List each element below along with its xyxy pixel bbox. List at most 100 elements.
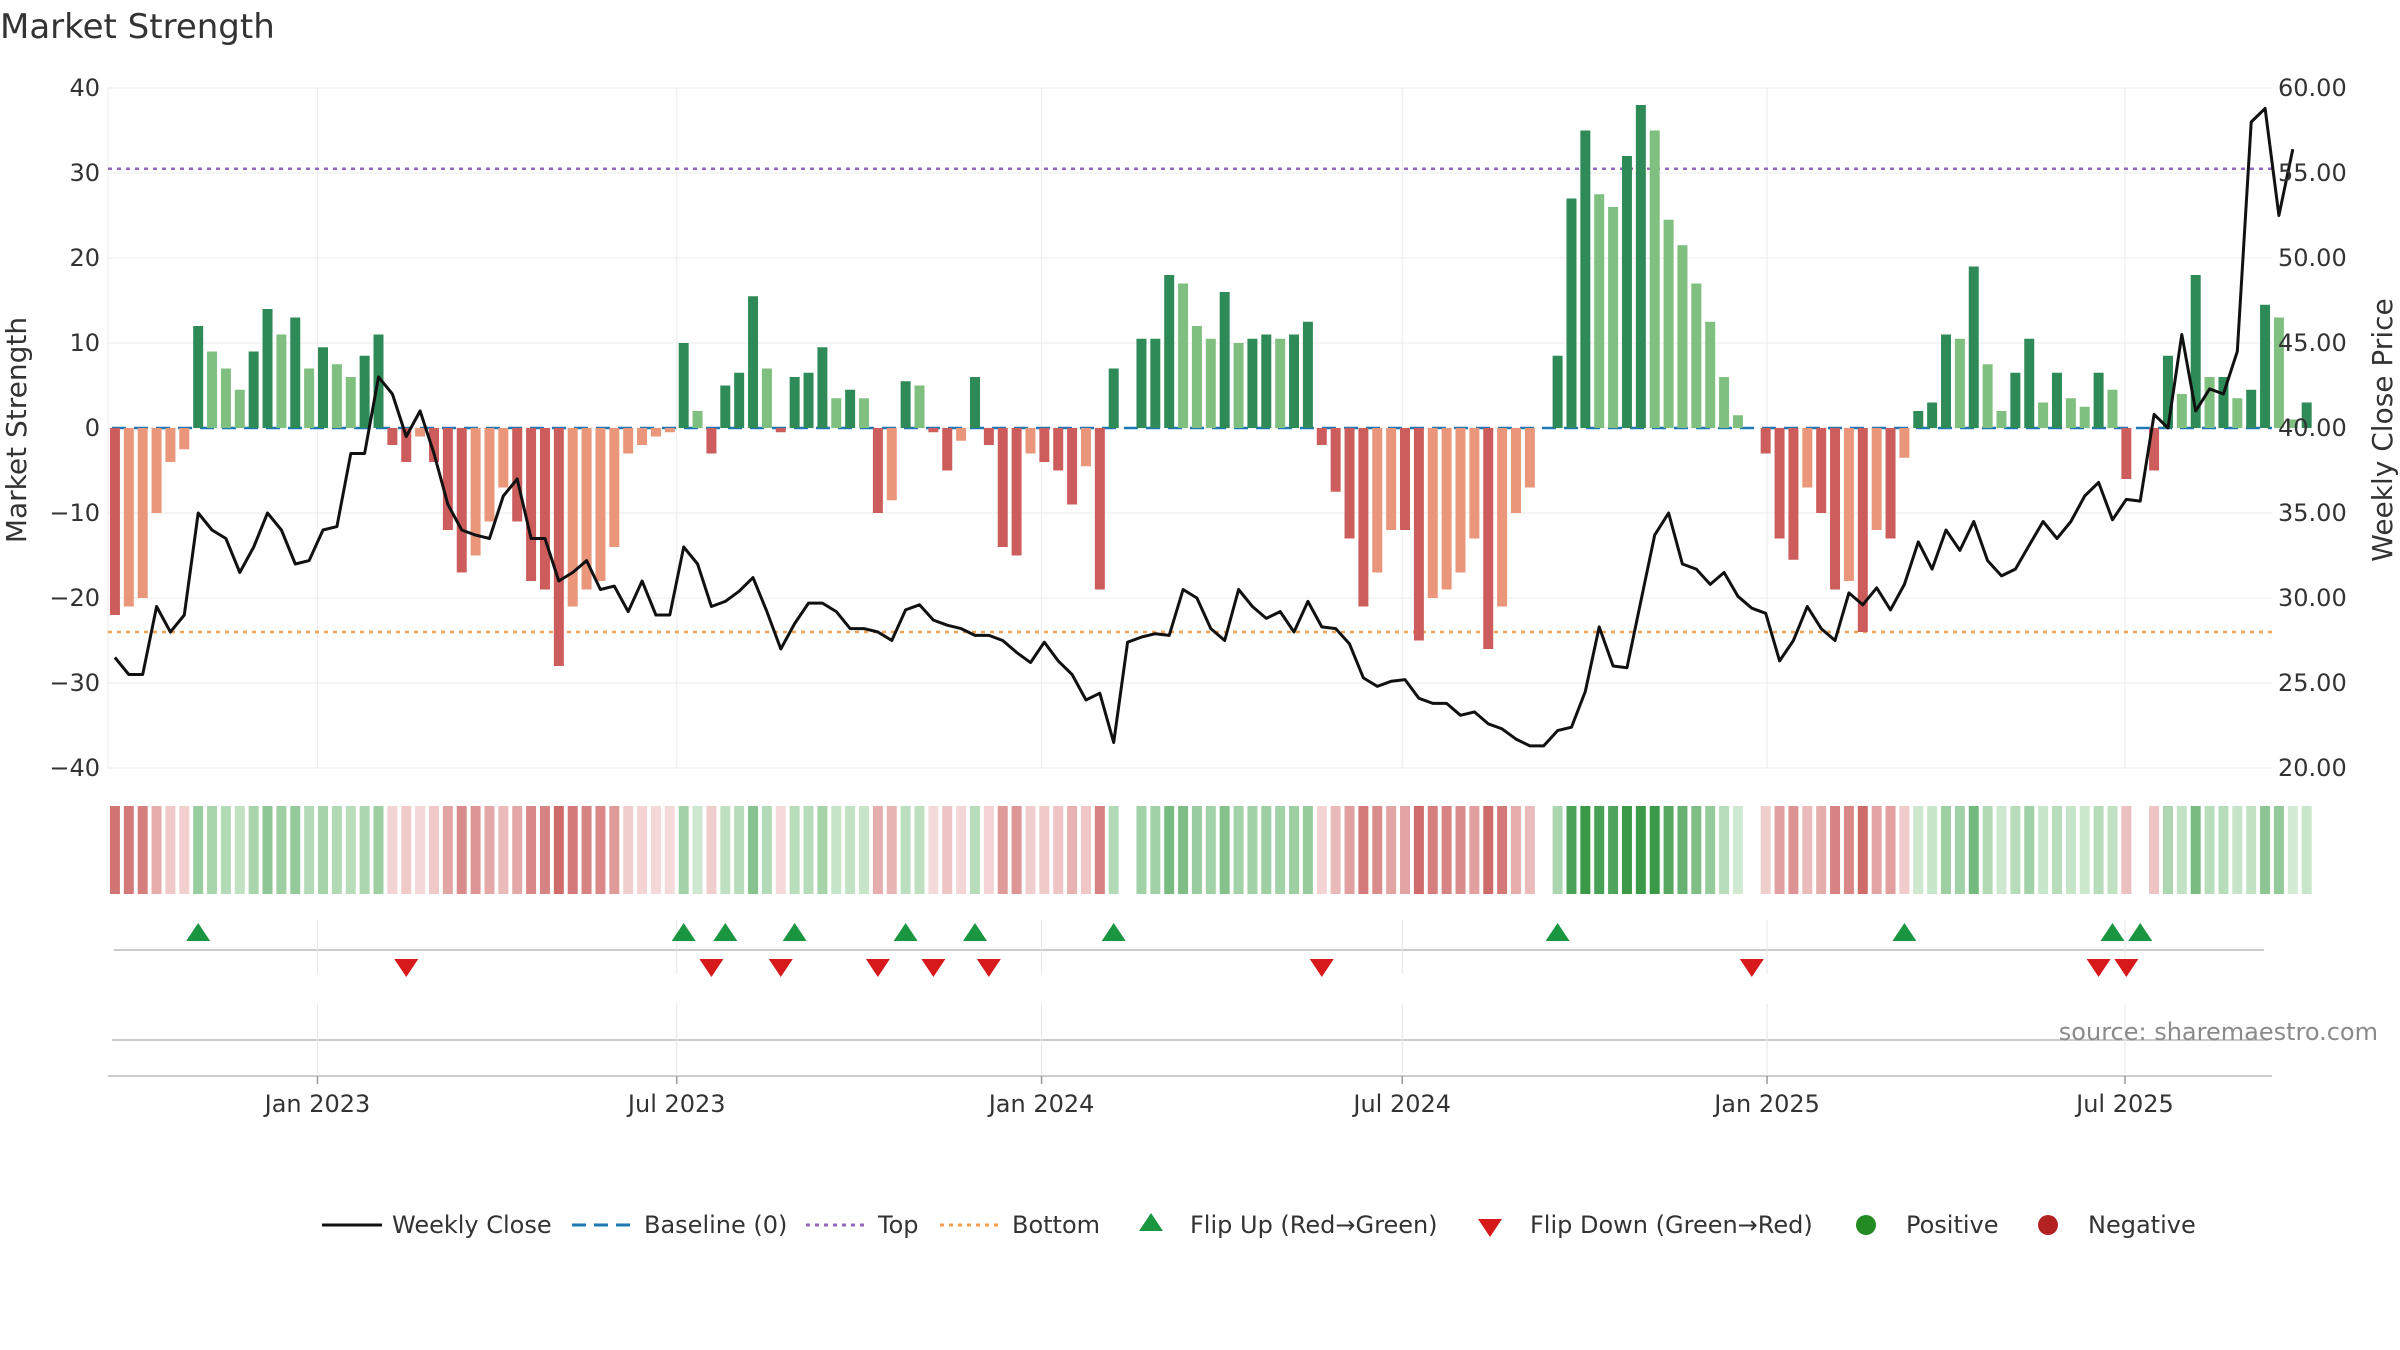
strength-bar: [2218, 377, 2229, 428]
strength-bar: [470, 428, 481, 556]
left-tick-label: 20: [69, 244, 100, 272]
heat-cell: [886, 806, 897, 894]
heat-cell: [1178, 806, 1189, 894]
heat-cell: [137, 806, 148, 894]
heat-cell: [1427, 806, 1438, 894]
heat-cell: [1497, 806, 1508, 894]
strength-bar: [1580, 130, 1591, 428]
strength-bar: [1954, 338, 1965, 428]
strength-bar: [539, 428, 550, 590]
flip-up-marker: [2128, 923, 2153, 941]
heat-cell: [207, 806, 218, 894]
strength-bar: [1164, 275, 1175, 428]
heat-cell: [1400, 806, 1411, 894]
flip-up-marker: [893, 923, 918, 941]
strength-bar: [692, 411, 703, 428]
heat-cell: [845, 806, 856, 894]
legend-baseline: Baseline (0): [644, 1211, 787, 1239]
heat-cell: [720, 806, 731, 894]
heat-cell: [1053, 806, 1064, 894]
strength-bar: [595, 428, 606, 581]
strength-bar: [1330, 428, 1341, 492]
strength-bar: [1191, 326, 1202, 428]
heat-cell: [1164, 806, 1175, 894]
flip-down-marker: [976, 959, 1001, 977]
strength-bar: [1552, 355, 1563, 428]
right-axis-ticks: 60.00 55.00 50.00 45.00 40.00 35.00 30.00 25.00…: [2278, 74, 2347, 782]
heat-cell: [1774, 806, 1785, 894]
strength-bar: [637, 428, 648, 445]
heat-cell: [318, 806, 329, 894]
heat-cell: [637, 806, 648, 894]
heat-cell: [678, 806, 689, 894]
heat-cell: [1108, 806, 1119, 894]
heat-cell: [2273, 806, 2284, 894]
strength-bar: [2149, 428, 2160, 471]
heat-cell: [151, 806, 162, 894]
x-tick-label: Jul 2024: [1351, 1090, 1451, 1118]
flip-down-marker: [865, 959, 890, 977]
strength-bar: [720, 385, 731, 428]
heat-cell: [123, 806, 134, 894]
strength-bar: [2051, 372, 2062, 428]
heat-cell: [179, 806, 190, 894]
flip-down-marker: [394, 959, 419, 977]
strength-bar: [109, 428, 120, 615]
strength-bar: [165, 428, 176, 462]
right-tick-label: 40.00: [2278, 414, 2347, 442]
heat-cell: [1372, 806, 1383, 894]
heat-cell: [1025, 806, 1036, 894]
heat-cell: [956, 806, 967, 894]
right-tick-label: 30.00: [2278, 584, 2347, 612]
strength-bar: [401, 428, 412, 462]
heat-cell: [1802, 806, 1813, 894]
heat-cell: [345, 806, 356, 894]
heat-cell: [234, 806, 245, 894]
flip-up-marker: [1892, 923, 1917, 941]
strength-bar: [678, 343, 689, 428]
legend-top: Top: [877, 1211, 919, 1239]
strength-bar: [817, 347, 828, 428]
strength-bar: [900, 381, 911, 428]
heat-cell: [2038, 806, 2049, 894]
heat-cell: [1663, 806, 1674, 894]
weekly-close-line: [113, 106, 2295, 748]
heat-cell: [1719, 806, 1730, 894]
flip-up-marker: [186, 923, 211, 941]
heat-cell: [1843, 806, 1854, 894]
strength-bar: [359, 355, 370, 428]
heat-cell: [2287, 806, 2298, 894]
strength-bar: [1719, 377, 1730, 428]
strength-bar: [1219, 292, 1230, 428]
strength-bar: [2121, 428, 2132, 479]
strength-bar: [664, 428, 675, 433]
heat-cell: [1233, 806, 1244, 894]
left-tick-label: −10: [49, 499, 100, 527]
heat-cell: [248, 806, 259, 894]
strength-bar: [1927, 402, 1938, 428]
left-tick-label: −40: [49, 754, 100, 782]
flip-down-marker: [2114, 959, 2139, 977]
legend-flip-up-icon: [1139, 1213, 1163, 1231]
strength-bar: [2260, 304, 2271, 428]
strength-bar: [2204, 377, 2215, 428]
strength-bar: [1372, 428, 1383, 573]
strength-bar: [2246, 389, 2257, 428]
flip-down-marker: [699, 959, 724, 977]
heat-cell: [1524, 806, 1535, 894]
strength-bar: [304, 368, 315, 428]
flip-down-marker: [921, 959, 946, 977]
legend-positive-icon: [1856, 1215, 1876, 1235]
strength-bar: [137, 428, 148, 598]
strength-bar: [1441, 428, 1452, 590]
heat-cell: [2260, 806, 2271, 894]
strength-bar: [1094, 428, 1105, 590]
x-tick-label: Jan 2024: [987, 1090, 1095, 1118]
strength-bar: [886, 428, 897, 501]
heat-cell: [1594, 806, 1605, 894]
heat-cell: [1677, 806, 1688, 894]
strength-bar: [1510, 428, 1521, 513]
flip-up-marker: [2100, 923, 2125, 941]
chart-title: Market Strength: [0, 7, 275, 47]
strength-bar: [2176, 394, 2187, 428]
